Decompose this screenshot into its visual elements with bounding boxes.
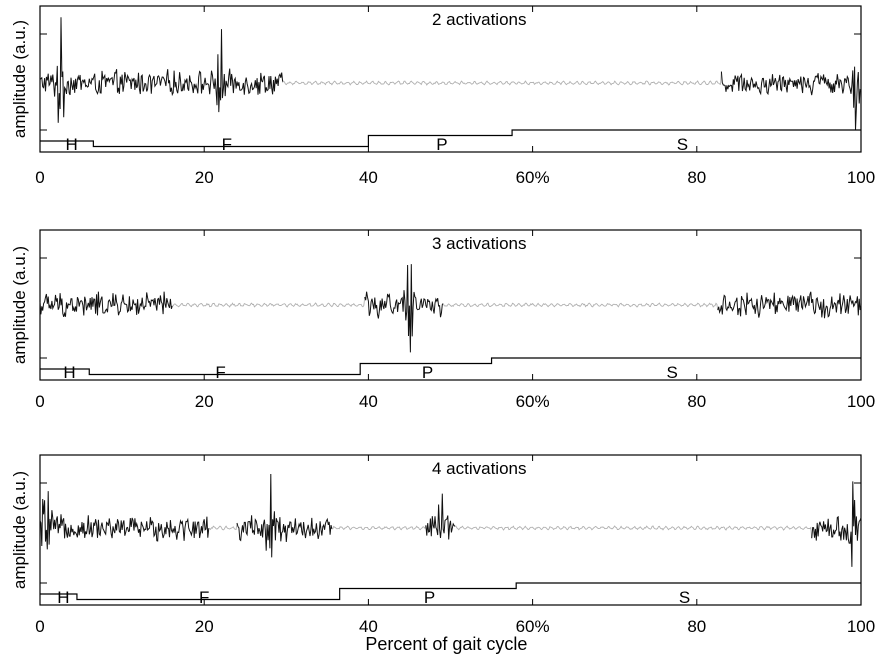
phase-label-f: F xyxy=(199,588,209,607)
x-tick-label: 0 xyxy=(35,617,44,636)
x-tick-label: 40 xyxy=(359,617,378,636)
signal-active-segment xyxy=(720,66,862,131)
gait-phase-step-line xyxy=(40,357,861,376)
signal-active-segment xyxy=(39,17,284,123)
phase-label-f: F xyxy=(215,363,225,382)
x-tick-label: 20 xyxy=(195,617,214,636)
phase-label-s: S xyxy=(677,135,688,154)
phase-label-p: P xyxy=(422,363,433,382)
panel-title: 4 activations xyxy=(432,459,527,478)
phase-label-p: P xyxy=(436,135,447,154)
signal-rest-segment xyxy=(282,71,722,86)
signal-active-segment xyxy=(717,291,862,319)
signal-rest-segment xyxy=(208,522,238,531)
x-tick-label: 40 xyxy=(359,392,378,411)
x-tick-label: 80 xyxy=(687,168,706,187)
gait-phase-step-line xyxy=(40,582,861,601)
signal-active-segment xyxy=(364,264,444,353)
signal-active-segment xyxy=(236,473,333,558)
phase-label-s: S xyxy=(666,363,677,382)
x-tick-label: 20 xyxy=(195,168,214,187)
signal-active-segment xyxy=(811,481,862,567)
signal-rest-segment xyxy=(455,525,813,539)
chart-panel-2: 0 20 40 60% 80 100 3 activations amplitude (a.u… xyxy=(10,229,875,411)
plot-frame xyxy=(39,454,862,606)
chart-panel-3: 0 20 40 60% 80 100 4 activations amplitude (a.u… xyxy=(10,454,875,654)
phase-label-h: H xyxy=(63,363,75,382)
phase-label-f: F xyxy=(222,135,232,154)
x-tick-label: 60% xyxy=(516,617,550,636)
y-axis-label: amplitude (a.u.) xyxy=(10,471,29,589)
phase-label-h: H xyxy=(65,135,77,154)
signal-active-segment xyxy=(39,491,210,550)
x-tick-label: 80 xyxy=(687,392,706,411)
chart-panel-1: 0 20 40 60% 80 100 2 activations amplitude (a.u… xyxy=(10,5,875,187)
phase-label-s: S xyxy=(679,588,690,607)
x-tick-label: 100 xyxy=(847,168,875,187)
signal-rest-segment xyxy=(442,302,719,311)
signal-rest-segment xyxy=(331,525,427,531)
x-tick-label: 60% xyxy=(516,168,550,187)
signal-active-segment xyxy=(425,493,456,540)
x-tick-label: 0 xyxy=(35,168,44,187)
panel-title: 2 activations xyxy=(432,10,527,29)
phase-label-p: P xyxy=(424,588,435,607)
x-tick-label: 60% xyxy=(516,392,550,411)
x-tick-label: 80 xyxy=(687,617,706,636)
gait-phase-step-line xyxy=(40,129,861,148)
signal-active-segment xyxy=(39,291,173,318)
y-axis-label: amplitude (a.u.) xyxy=(10,246,29,364)
signal-rest-segment xyxy=(172,296,366,308)
panel-title: 3 activations xyxy=(432,234,527,253)
phase-label-h: H xyxy=(57,588,69,607)
x-axis-label: Percent of gait cycle xyxy=(365,634,527,654)
x-tick-label: 40 xyxy=(359,168,378,187)
x-tick-label: 20 xyxy=(195,392,214,411)
x-tick-label: 0 xyxy=(35,392,44,411)
x-tick-label: 100 xyxy=(847,392,875,411)
y-axis-label: amplitude (a.u.) xyxy=(10,20,29,138)
x-tick-label: 100 xyxy=(847,617,875,636)
